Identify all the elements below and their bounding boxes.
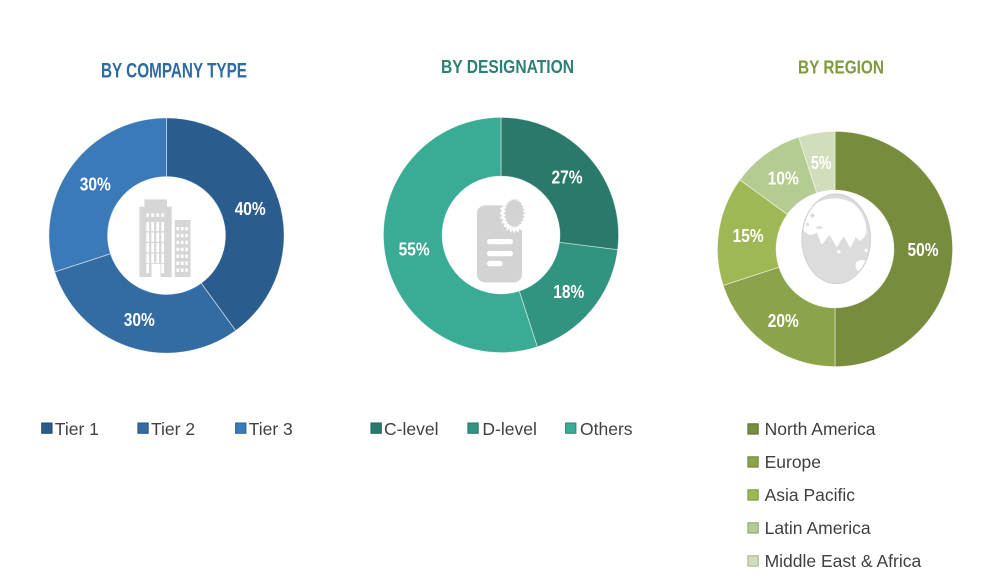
svg-text:Tier 2: Tier 2 [151,419,195,439]
svg-text:BY REGION: BY REGION [798,56,884,77]
svg-text:30%: 30% [80,174,111,195]
svg-text:20%: 20% [768,310,799,331]
svg-text:Others: Others [580,419,633,439]
svg-text:55%: 55% [399,239,430,260]
svg-text:C-level: C-level [384,419,438,439]
svg-text:50%: 50% [908,239,939,260]
svg-text:North America: North America [765,419,876,439]
svg-text:30%: 30% [124,309,155,330]
svg-text:Middle East & Africa: Middle East & Africa [765,551,922,571]
svg-text:Europe: Europe [765,452,821,472]
svg-text:D-level: D-level [482,419,536,439]
svg-text:5%: 5% [811,152,832,173]
svg-text:Tier 3: Tier 3 [249,419,293,439]
svg-text:Tier 1: Tier 1 [55,419,99,439]
svg-text:18%: 18% [553,281,584,302]
svg-text:10%: 10% [768,168,799,189]
svg-text:BY DESIGNATION: BY DESIGNATION [441,56,574,77]
svg-text:Latin America: Latin America [765,518,871,538]
svg-text:BY COMPANY TYPE: BY COMPANY TYPE [101,59,247,83]
svg-text:40%: 40% [235,198,266,219]
svg-text:Asia Pacific: Asia Pacific [765,485,856,505]
svg-text:15%: 15% [733,225,764,246]
svg-text:27%: 27% [552,167,583,188]
